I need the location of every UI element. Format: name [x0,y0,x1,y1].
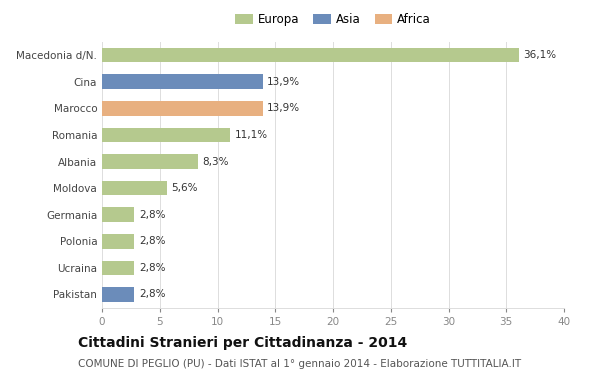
Bar [102,234,134,249]
Bar [102,154,198,169]
Bar [102,128,230,142]
Text: 2,8%: 2,8% [139,236,166,246]
Text: 11,1%: 11,1% [235,130,268,140]
Bar [102,74,263,89]
Text: COMUNE DI PEGLIO (PU) - Dati ISTAT al 1° gennaio 2014 - Elaborazione TUTTITALIA.: COMUNE DI PEGLIO (PU) - Dati ISTAT al 1°… [78,359,521,369]
Bar [102,207,134,222]
Text: 8,3%: 8,3% [202,157,229,166]
Bar [102,101,263,116]
Legend: Europa, Asia, Africa: Europa, Asia, Africa [235,13,431,26]
Text: 13,9%: 13,9% [267,103,300,113]
Text: 5,6%: 5,6% [172,183,198,193]
Bar [102,287,134,302]
Text: 36,1%: 36,1% [524,50,557,60]
Bar [102,48,519,62]
Text: 13,9%: 13,9% [267,77,300,87]
Bar [102,181,167,195]
Text: 2,8%: 2,8% [139,290,166,299]
Text: 2,8%: 2,8% [139,263,166,273]
Bar [102,261,134,275]
Text: Cittadini Stranieri per Cittadinanza - 2014: Cittadini Stranieri per Cittadinanza - 2… [78,336,407,350]
Text: 2,8%: 2,8% [139,210,166,220]
